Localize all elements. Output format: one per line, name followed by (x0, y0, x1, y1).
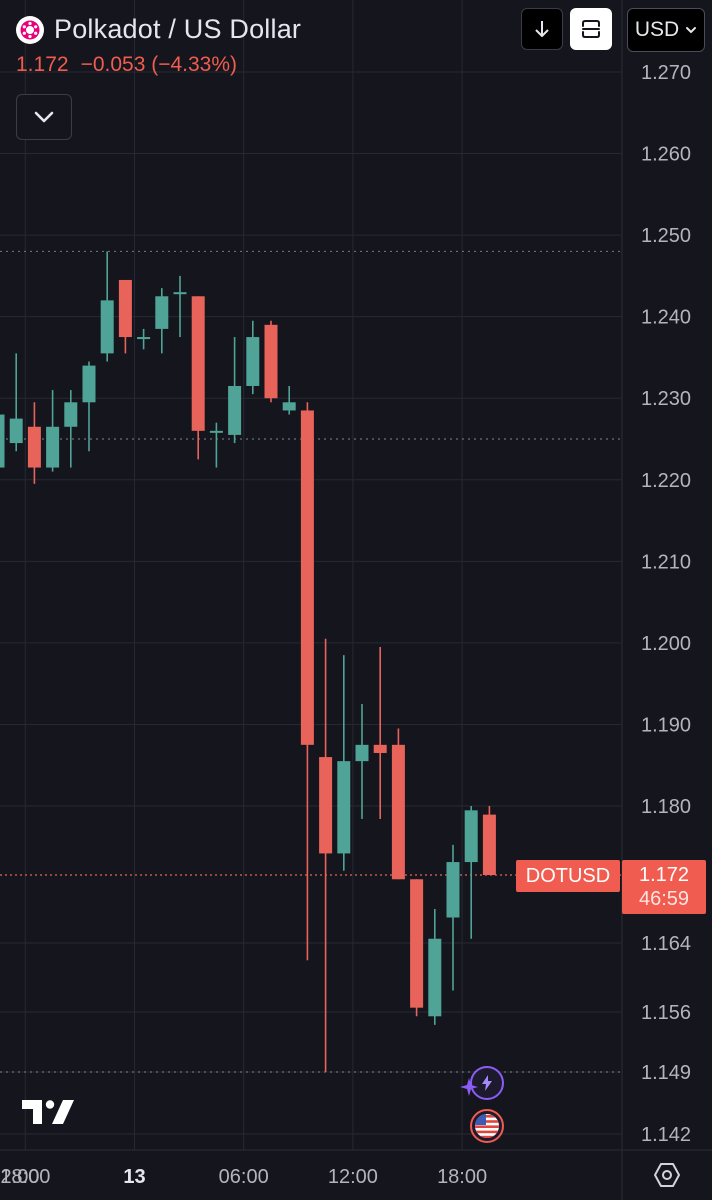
us-flag-event-icon[interactable] (470, 1109, 504, 1143)
price-change-abs: −0.053 (80, 53, 146, 76)
y-tick-label: 1.240 (641, 307, 691, 329)
candle-body-up (464, 810, 478, 863)
candle-body-down (482, 814, 496, 875)
down-arrow-icon (535, 21, 549, 37)
candle-body-up (100, 300, 114, 354)
x-tick-label: 12:00 (328, 1166, 378, 1188)
y-tick-label: 1.200 (641, 633, 691, 655)
y-tick-label: 1.156 (641, 1002, 691, 1024)
x-tick-label: 13 (123, 1166, 145, 1188)
lightning-event-icon[interactable] (470, 1066, 504, 1100)
candle-body-up (337, 761, 351, 854)
candle-body-up (9, 418, 23, 444)
currency-label: USD (634, 18, 680, 41)
polkadot-logo-icon (16, 15, 44, 44)
chart-settings-button[interactable] (650, 1158, 684, 1192)
fullscreen-button[interactable] (570, 8, 612, 50)
y-tick-label: 1.250 (641, 225, 691, 247)
x-tick-label: 18:00 (0, 1166, 50, 1188)
y-tick-label: 1.164 (641, 933, 691, 955)
y-tick-label: 1.190 (641, 714, 691, 736)
bar-countdown: 46:59 (638, 888, 690, 910)
candle-body-up (355, 744, 369, 762)
candle-body-down (191, 296, 205, 431)
candle-body-down (118, 279, 132, 338)
candle-body-down (391, 744, 405, 880)
current-price-value: 1.172 (638, 864, 690, 886)
y-tick-label: 1.142 (641, 1124, 691, 1146)
y-tick-label: 1.180 (641, 796, 691, 818)
candle-body-up (137, 337, 151, 340)
candle-body-down (264, 324, 278, 399)
y-tick-label: 1.260 (641, 144, 691, 166)
y-tick-label: 1.230 (641, 388, 691, 410)
settings-icon (654, 1163, 680, 1187)
candle-body-up (282, 402, 296, 411)
currency-selector[interactable]: USD (627, 8, 705, 52)
candle-body-down (300, 410, 314, 745)
last-price: 1.172 (16, 53, 69, 76)
candle-body-down (373, 744, 387, 753)
candle-body-up (246, 337, 260, 386)
candle-body-down (319, 757, 333, 854)
candle-body-up (209, 430, 223, 433)
price-change-pct: (−4.33%) (151, 53, 238, 76)
y-tick-label: 1.210 (641, 551, 691, 573)
y-tick-label: 1.270 (641, 62, 691, 84)
candle-body-down (410, 879, 424, 1008)
candle-body-up (64, 402, 78, 427)
current-price-tag: 1.172 46:59 (622, 860, 706, 914)
download-button[interactable] (521, 8, 563, 50)
x-tick-label: 2:00 (1, 1166, 40, 1188)
candle-body-up (155, 296, 169, 329)
y-tick-label: 1.220 (641, 470, 691, 492)
price-change: −0.053 (−4.33%) (81, 53, 237, 77)
y-tick-label: 1.149 (641, 1062, 691, 1084)
candle-body-up (173, 292, 187, 295)
x-tick-label: 18:00 (437, 1166, 487, 1188)
candle-body-up (46, 426, 60, 468)
chart-header: Polkadot / US Dollar 1.172 −0.053 (−4.33… (16, 14, 301, 77)
candle-body-up (428, 938, 442, 1017)
symbol-title[interactable]: Polkadot / US Dollar (54, 14, 302, 44)
tradingview-logo[interactable] (20, 1096, 76, 1131)
chevron-down-icon (34, 111, 54, 123)
candle-body-up (0, 414, 5, 468)
fullscreen-icon (582, 20, 600, 38)
symbol-price-tag: DOTUSD (516, 860, 620, 892)
candle-body-up (446, 862, 460, 918)
x-tick-label: 06:00 (219, 1166, 269, 1188)
candle-body-up (82, 365, 96, 403)
chevron-down-icon (686, 27, 697, 34)
expand-legend-button[interactable] (16, 94, 72, 140)
candle-body-down (27, 426, 41, 468)
sparkle-icon (460, 1078, 478, 1096)
candle-body-up (228, 385, 242, 435)
